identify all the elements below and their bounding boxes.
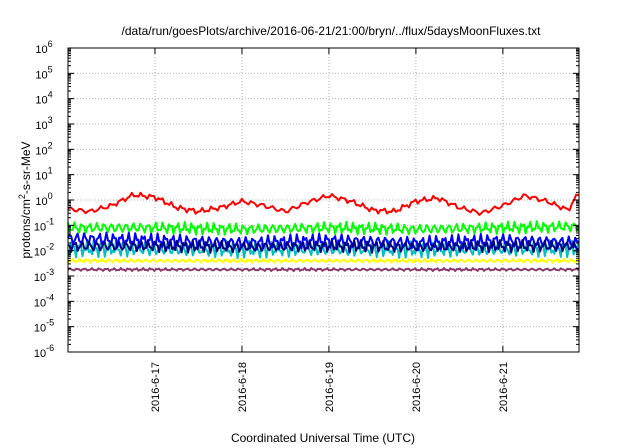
- y-tick-label: 100: [35, 191, 52, 208]
- x-axis-label: Coordinated Universal Time (UTC): [231, 431, 415, 445]
- grid-lines: [68, 48, 579, 352]
- x-axis-ticks: 2016-6-17 2016-6-18 2016-6-19 2016-6-20 2016…: [150, 48, 510, 412]
- x-tick-label: 2016-6-19: [324, 362, 336, 412]
- x-tick-label: 2016-6-20: [411, 362, 423, 412]
- y-axis-ticks: 106 105 104 103 102 101 100 10-1 10-2 10-3 10-4 10-…: [34, 39, 579, 360]
- y-tick-label: 104: [35, 90, 52, 107]
- x-tick-label: 2016-6-17: [150, 362, 162, 412]
- y-tick-label: 102: [35, 140, 52, 157]
- y-tick-label: 10-1: [34, 216, 54, 233]
- series-lines: [67, 191, 580, 273]
- x-tick-label: 2016-6-18: [237, 362, 249, 412]
- y-tick-label: 10-3: [34, 267, 54, 284]
- series-line-0: [67, 191, 579, 216]
- y-tick-label: 10-2: [34, 242, 54, 259]
- y-tick-label: 103: [35, 115, 52, 132]
- x-tick-label: 2016-6-21: [498, 362, 510, 412]
- series-line-1: [67, 220, 580, 236]
- y-axis-label-sup: 2: [17, 194, 27, 199]
- y-tick-label: 105: [35, 64, 52, 81]
- series-line-6: [67, 267, 580, 273]
- chart-title: /data/run/goesPlots/archive/2016-06-21/2…: [122, 24, 542, 38]
- y-tick-label: 10-4: [34, 292, 54, 309]
- y-axis-label: protons/cm2-s-sr-MeV: [17, 141, 33, 258]
- y-tick-label: 10-5: [34, 318, 54, 335]
- y-tick-label: 10-6: [34, 343, 54, 360]
- y-axis-label-rest: -s-sr-MeV: [19, 141, 33, 194]
- y-tick-label: 106: [35, 39, 52, 56]
- y-axis-label-main: protons/cm: [19, 199, 33, 258]
- series-line-4: [67, 239, 579, 254]
- y-tick-label: 101: [35, 166, 52, 183]
- series-line-5: [67, 257, 579, 264]
